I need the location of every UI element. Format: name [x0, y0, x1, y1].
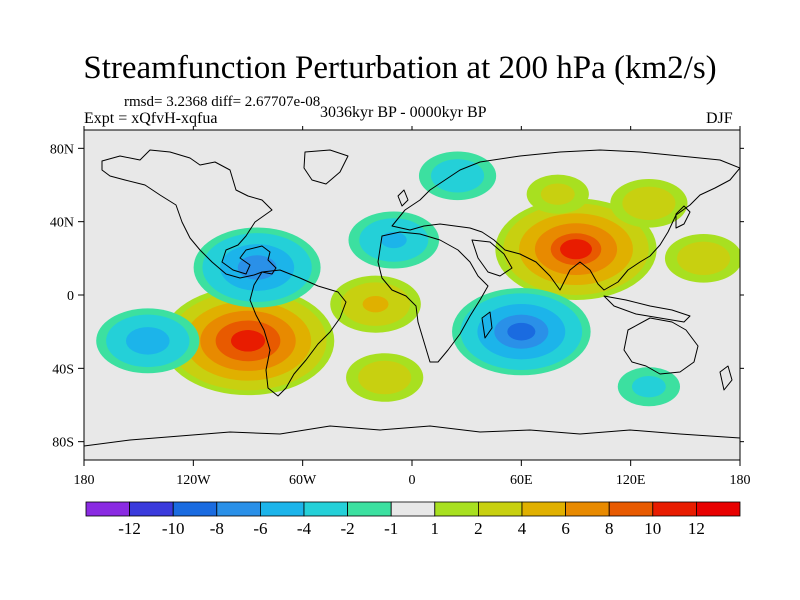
- x-tick-label: 180: [74, 473, 95, 488]
- coastline-eurasia: [391, 149, 740, 291]
- x-tick-label: 120E: [616, 473, 646, 488]
- colorbar-swatch: [129, 501, 174, 517]
- axis-ticks: 180 120W 60W 0 60E 120E 180 80N 40N 0 40S 80S: [50, 126, 751, 488]
- coastline-japan: [675, 205, 691, 229]
- x-tick-label: 0: [409, 473, 416, 488]
- colorbar-swatch: [652, 501, 697, 517]
- contour-band: [689, 249, 719, 268]
- colorbar-swatch: [216, 501, 261, 517]
- y-tick-label: 0: [67, 289, 74, 304]
- contour-band: [370, 368, 400, 387]
- anomaly-center-0: [161, 286, 335, 396]
- contour-band: [443, 166, 473, 185]
- coastline-north-america: [101, 149, 277, 279]
- contour-band: [380, 231, 407, 249]
- y-tick-label: 80N: [50, 142, 74, 157]
- anomaly-center-10: [348, 211, 440, 269]
- chart-title: Streamfunction Perturbation at 200 hPa (…: [83, 50, 717, 86]
- anomaly-center-5: [664, 234, 740, 283]
- anomaly-center-9: [96, 308, 200, 374]
- coastline-africa: [377, 231, 489, 363]
- coastline-indonesia: [603, 295, 691, 323]
- contour-band: [135, 333, 160, 349]
- anomaly-center-11: [418, 151, 497, 201]
- colorbar-label: 8: [605, 519, 614, 538]
- anomaly-center-8: [452, 288, 591, 376]
- colorbar-swatch: [259, 501, 305, 517]
- experiment-label: Expt = xQfvH-xqfua: [84, 110, 218, 127]
- y-tick-label: 80S: [52, 436, 74, 451]
- colorbar-swatch: [434, 501, 479, 517]
- colorbar-swatch: [347, 501, 392, 517]
- colorbar-swatch: [521, 501, 566, 517]
- colorbar-label: -12: [118, 519, 141, 538]
- contour-band: [631, 375, 666, 398]
- colorbar-label: -4: [297, 519, 312, 538]
- colorbar-swatch: [390, 501, 436, 517]
- colorbar-swatch: [477, 501, 523, 517]
- colorbar-swatch: [696, 501, 741, 517]
- coastline-antarctica: [84, 425, 740, 447]
- colorbar-swatch: [172, 501, 218, 517]
- colorbar-label: -1: [384, 519, 398, 538]
- anomaly-center-2: [346, 353, 424, 402]
- contour-band: [362, 296, 389, 313]
- x-tick-label: 180: [730, 473, 751, 488]
- colorbar-label: -8: [210, 519, 224, 538]
- y-tick-label: 40N: [50, 216, 74, 231]
- coastline-uk: [397, 189, 409, 207]
- colorbar-label: 2: [474, 519, 483, 538]
- colorbar-swatch: [608, 501, 654, 517]
- anomaly-center-7: [193, 227, 321, 308]
- coastline-greenland: [303, 149, 349, 185]
- contour-band: [560, 239, 592, 260]
- colorbar-swatch: [565, 501, 610, 517]
- contour-band: [507, 322, 536, 341]
- contour-band: [540, 183, 575, 205]
- colorbar-label: 1: [431, 519, 440, 538]
- colorbar: -12 -10 -8 -6 -4 -2 -1 1 2 4 6 8 10 12: [85, 501, 741, 538]
- colorbar-label: 4: [518, 519, 527, 538]
- colorbar-label: -6: [253, 519, 267, 538]
- x-tick-label: 60W: [289, 473, 317, 488]
- coastline-arabia: [471, 239, 513, 277]
- colorbar-label: -2: [341, 519, 355, 538]
- contour-band: [634, 194, 664, 213]
- y-tick-label: 40S: [52, 362, 74, 377]
- coastline-new-zealand: [719, 365, 733, 391]
- colorbar-label: -10: [162, 519, 185, 538]
- season-label: DJF: [706, 110, 733, 127]
- coastline-madagascar: [481, 311, 493, 339]
- x-tick-label: 60E: [510, 473, 533, 488]
- anomaly-field: [96, 151, 740, 407]
- anomaly-center-12: [617, 367, 681, 407]
- anomaly-center-3: [495, 198, 657, 300]
- contour-band: [231, 330, 265, 352]
- colorbar-label: 10: [644, 519, 661, 538]
- x-tick-label: 120W: [176, 473, 211, 488]
- coastlines: [84, 149, 740, 447]
- coastline-australia: [623, 317, 699, 375]
- colorbar-swatch: [85, 501, 130, 517]
- coastline-south-america: [249, 269, 347, 397]
- colorbar-label: 12: [688, 519, 705, 538]
- anomaly-center-4: [526, 174, 589, 214]
- period-label: 3036kyr BP - 0000kyr BP: [320, 104, 487, 121]
- colorbar-swatch: [303, 501, 348, 517]
- colorbar-label: 6: [561, 519, 570, 538]
- anomaly-center-1: [330, 275, 421, 333]
- stats-label: rmsd= 3.2368 diff= 2.67707e-08: [124, 94, 321, 110]
- anomaly-center-6: [610, 179, 688, 228]
